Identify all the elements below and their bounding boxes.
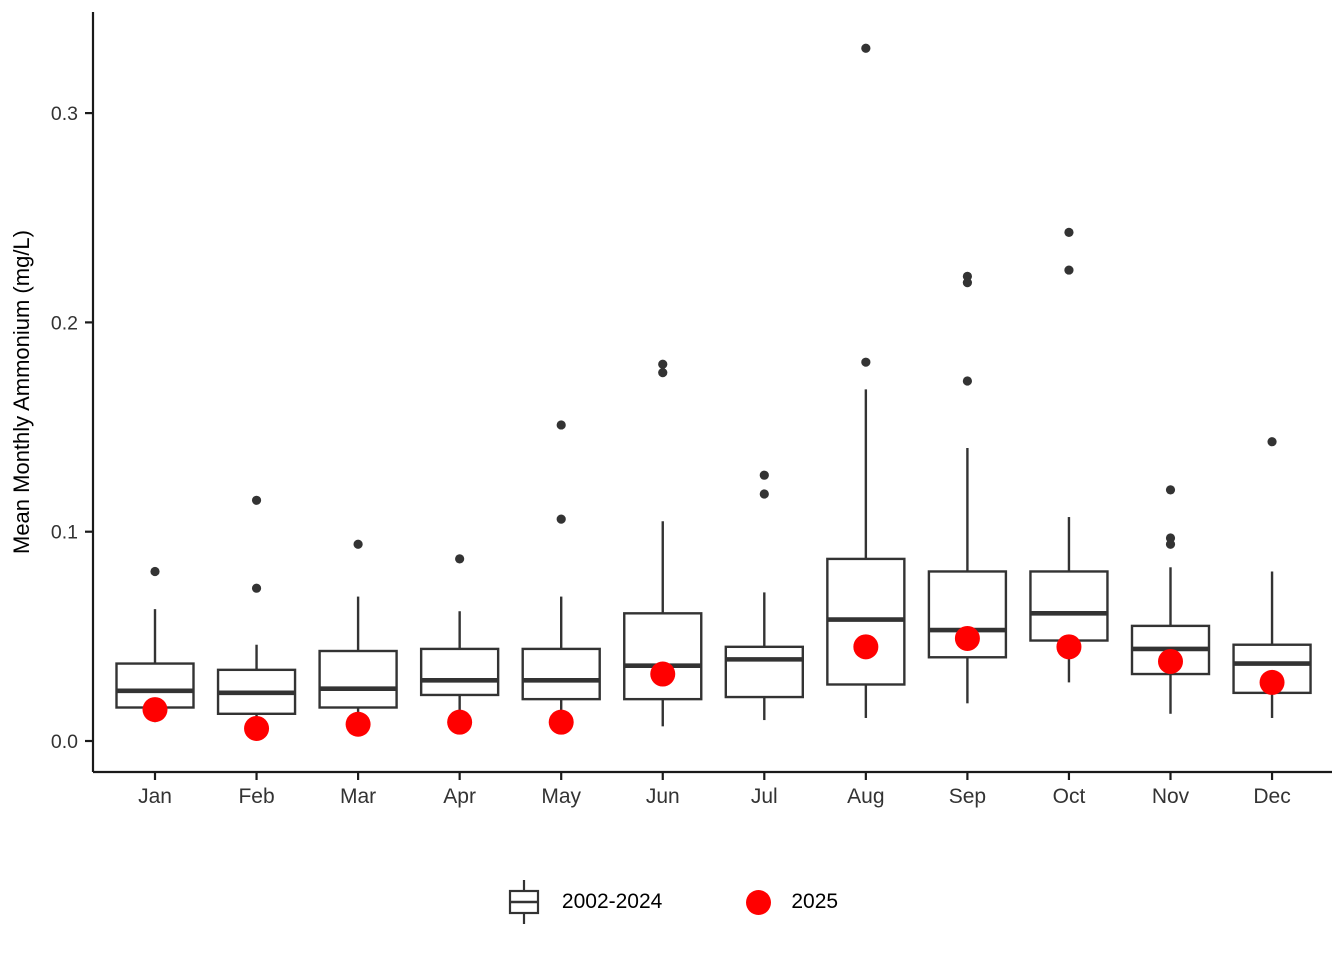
outlier-point — [455, 554, 465, 564]
iqr-box — [318, 649, 398, 709]
point-2025-feb — [244, 715, 270, 741]
x-tick-label-may: May — [541, 785, 581, 808]
iqr-box — [1029, 570, 1109, 642]
x-tick-label-dec: Dec — [1253, 785, 1290, 808]
y-tick-label: 0.3 — [51, 103, 78, 125]
x-tick-label-jul: Jul — [751, 785, 778, 808]
y-axis-title: Mean Monthly Ammonium (mg/L) — [9, 230, 34, 554]
boxplot-chart: 0.0 0.1 0.2 0.3 Jan Feb Mar Apr May Jun Jul Aug Sep O… — [9, 12, 1332, 808]
point-2025-jan — [142, 697, 168, 723]
legend-item-2025: 2025 — [746, 889, 839, 915]
outlier-point — [556, 420, 566, 430]
x-tick-label-mar: Mar — [340, 785, 376, 808]
outlier-point — [1165, 539, 1176, 549]
boxplot-apr — [419, 554, 500, 729]
point-2025-dec — [1259, 669, 1285, 695]
boxplot-jul — [724, 470, 804, 721]
point-2025-jun — [650, 661, 676, 687]
boxplot-feb — [216, 495, 297, 729]
point-2025-may — [548, 709, 574, 735]
outlier-point — [1267, 437, 1277, 447]
legend: 2002-2024 2025 — [0, 878, 1344, 926]
y-tick-label: 0.2 — [51, 312, 78, 334]
legend-label-historical: 2002-2024 — [561, 890, 663, 913]
outlier-point — [658, 368, 668, 378]
legend-item-historical: 2002-2024 — [506, 878, 662, 926]
x-tick-label-apr: Apr — [443, 785, 476, 808]
boxplot-jun — [623, 359, 703, 727]
point-key-icon — [746, 889, 772, 915]
outlier-point — [962, 376, 973, 386]
y-tick-label: 0.0 — [51, 731, 78, 753]
boxplot-nov — [1130, 485, 1211, 714]
outlier-point — [658, 359, 668, 369]
outlier-point — [150, 566, 160, 577]
x-tick-label-jun: Jun — [646, 785, 680, 808]
x-tick-label-aug: Aug — [847, 785, 884, 808]
iqr-box — [419, 647, 500, 697]
outlier-point — [759, 489, 769, 499]
x-tick-label-jan: Jan — [138, 785, 172, 808]
boxplot-aug — [826, 43, 906, 718]
outlier-point — [1064, 265, 1074, 275]
point-2025-nov — [1158, 648, 1183, 674]
point-2025-apr — [447, 709, 473, 735]
outlier-point — [861, 43, 871, 53]
y-tick-label: 0.1 — [51, 522, 78, 544]
outlier-point — [353, 539, 363, 549]
outlier-point — [1165, 485, 1176, 495]
outlier-point — [759, 470, 769, 480]
boxplot-may — [521, 420, 601, 727]
x-tick-label-oct: Oct — [1053, 785, 1086, 808]
outlier-point — [251, 495, 262, 505]
outlier-point — [861, 357, 871, 367]
x-tick-label-feb: Feb — [238, 785, 274, 808]
outlier-point — [251, 583, 262, 593]
point-2025-sep — [954, 625, 980, 651]
point-2025-mar — [345, 711, 371, 737]
boxplot-oct — [1029, 227, 1109, 683]
outlier-point — [556, 514, 566, 524]
x-tick-label-nov: Nov — [1152, 785, 1190, 808]
iqr-box — [724, 645, 804, 699]
boxplot-mar — [318, 539, 398, 729]
outlier-point — [1064, 227, 1074, 238]
outlier-point — [962, 278, 973, 288]
point-2025-aug — [853, 634, 879, 660]
point-2025-oct — [1056, 634, 1082, 660]
legend-label-2025: 2025 — [791, 890, 839, 913]
x-tick-label-sep: Sep — [949, 785, 986, 808]
iqr-box — [521, 647, 601, 701]
boxplot-key-icon — [508, 880, 540, 924]
